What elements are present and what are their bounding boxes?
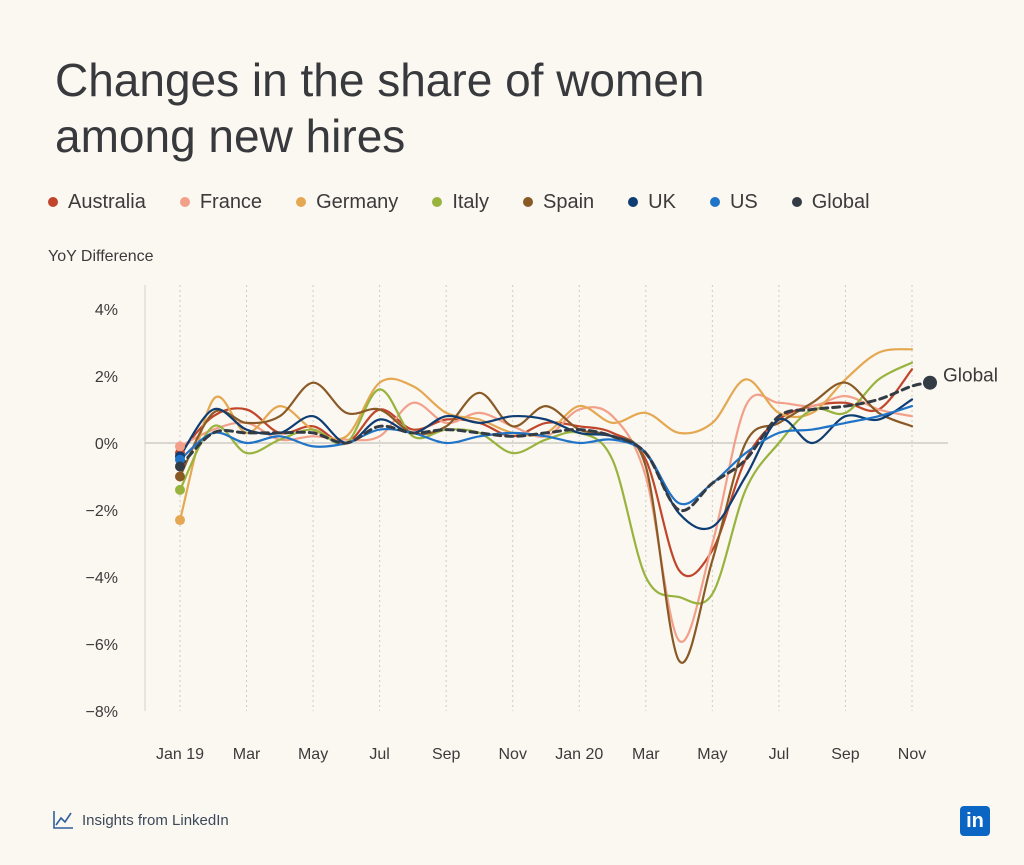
- x-tick-label: Jul: [769, 746, 789, 763]
- legend-label: Global: [811, 190, 870, 213]
- legend-dot: [48, 197, 58, 207]
- legend-dot: [296, 197, 307, 207]
- series-line-italy: [178, 361, 914, 605]
- series-start-point-spain: [175, 471, 185, 482]
- y-tick-label: −6%: [86, 637, 118, 654]
- x-tick-label: Jan 19: [156, 746, 204, 763]
- legend-dot: [179, 197, 190, 207]
- series-line-france: [178, 393, 914, 643]
- chart-title: Changes in the share of women among new …: [55, 52, 955, 164]
- x-tick-label: Mar: [233, 746, 261, 763]
- insights-chart-icon: [53, 811, 73, 829]
- legend-dot: [432, 197, 443, 207]
- y-tick-label: 4%: [95, 302, 118, 319]
- legend-label: Australia: [68, 190, 146, 213]
- legend-item-germany: Germany: [296, 191, 398, 214]
- x-tick-label: Sep: [432, 746, 461, 763]
- x-tick-label: Mar: [632, 746, 660, 763]
- legend-item-spain: Spain: [523, 191, 594, 214]
- series-start-point-global: [175, 461, 185, 472]
- chart-title-line-1: Changes in the share of women: [55, 54, 705, 106]
- y-tick-label: 2%: [95, 369, 118, 386]
- legend-label: Germany: [316, 190, 399, 213]
- x-tick-label: Nov: [499, 746, 527, 763]
- x-tick-label: Nov: [898, 746, 926, 763]
- y-axis-label: YoY Difference: [48, 248, 154, 265]
- legend-label: UK: [648, 190, 676, 213]
- global-end-label: Global: [943, 366, 998, 387]
- legend-item-us: US: [709, 190, 758, 214]
- legend-item-global: Global: [791, 190, 870, 214]
- series-start-point-germany: [175, 515, 185, 526]
- footer-text: Insights from LinkedIn: [82, 811, 229, 829]
- x-tick-label: Jan 20: [555, 746, 603, 763]
- legend-label: France: [199, 190, 263, 213]
- x-tick-label: Sep: [831, 746, 860, 763]
- legend-label: US: [729, 190, 758, 213]
- legend-item-australia: Australia: [48, 191, 146, 214]
- y-tick-label: −8%: [86, 704, 118, 721]
- y-tick-label: 0%: [95, 436, 118, 453]
- y-tick-label: −2%: [86, 503, 118, 520]
- legend-item-italy: Italy: [432, 191, 489, 214]
- legend-dot: [791, 197, 802, 207]
- legend-item-uk: UK: [628, 191, 676, 214]
- footer: Insights from LinkedIn: [52, 810, 229, 830]
- series-line-spain: [178, 381, 914, 664]
- legend-label: Italy: [452, 190, 489, 213]
- global-end-point: [923, 375, 937, 390]
- x-tick-label: Jul: [369, 746, 389, 763]
- series-line-global: [178, 381, 932, 513]
- x-tick-label: May: [298, 746, 328, 763]
- chart-title-line-2: among new hires: [55, 110, 406, 162]
- series-start-point-france: [175, 441, 185, 452]
- chart-legend: Australia France Germany Italy Spain UK US Glob…: [48, 188, 904, 216]
- series-line-australia: [178, 368, 914, 578]
- series-line-us: [178, 405, 914, 506]
- legend-label: Spain: [543, 190, 595, 213]
- legend-dot: [628, 197, 639, 207]
- legend-dot: [709, 197, 720, 207]
- x-tick-label: May: [697, 746, 727, 763]
- series-line-uk: [178, 398, 914, 531]
- linkedin-logo-icon: in: [960, 806, 990, 836]
- legend-dot: [523, 197, 533, 207]
- legend-item-france: France: [179, 190, 263, 214]
- series-start-point-italy: [175, 484, 185, 495]
- y-tick-label: −4%: [86, 570, 118, 587]
